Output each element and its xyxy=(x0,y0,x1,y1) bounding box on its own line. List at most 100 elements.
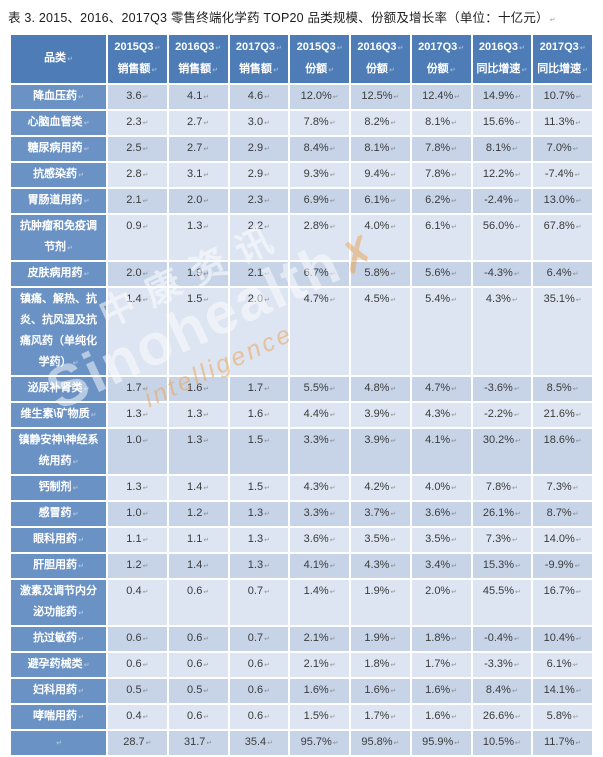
cell-end-mark: ↵ xyxy=(572,662,579,669)
table-row: 糖尿病用药↵ 2.5↵ 2.7↵ 2.9↵ 8.4%↵ 8.1%↵ 7.8%↵ 8.1%↵ 7.… xyxy=(9,135,594,163)
value-cell: 2.0↵ xyxy=(106,260,169,288)
column-header-period: 2017Q3↵ xyxy=(539,41,586,53)
cell-end-mark: ↵ xyxy=(203,563,210,570)
value-cell: -7.4%↵ xyxy=(531,161,594,189)
cell-end-mark: ↵ xyxy=(390,412,397,419)
cell-end-mark: ↵ xyxy=(390,563,397,570)
cell-end-mark: ↵ xyxy=(390,198,397,205)
cell-end-mark: ↵ xyxy=(78,714,84,721)
cell-end-mark: ↵ xyxy=(390,271,397,278)
column-header-2015Q3-share: 2015Q3↵ 份额↵ xyxy=(288,33,351,85)
value-cell: 1.3↵ xyxy=(227,526,291,554)
column-header-2017Q3-share: 2017Q3↵ 份额↵ xyxy=(409,33,473,85)
value-cell: 3.6%↵ xyxy=(288,526,351,554)
value-cell: 2.2↵ xyxy=(227,213,291,262)
cell-end-mark: ↵ xyxy=(579,45,586,52)
cell-end-mark: ↵ xyxy=(267,740,274,747)
cell-end-mark: ↵ xyxy=(511,537,518,544)
value-cell: 4.1%↵ xyxy=(409,427,473,476)
value-cell: 8.5%↵ xyxy=(531,375,594,403)
value-cell: 4.6↵ xyxy=(227,83,291,111)
value-cell: 14.0%↵ xyxy=(531,526,594,554)
table-row: 维生素\矿物质↵ 1.3↵ 1.3↵ 1.6↵ 4.4%↵ 3.9%↵ 4.3%↵ -2.2%… xyxy=(9,401,594,429)
column-header-category: 品类↵ xyxy=(9,33,108,85)
value-cell: 26.6%↵ xyxy=(470,703,534,731)
cell-end-mark: ↵ xyxy=(203,271,210,278)
cell-end-mark: ↵ xyxy=(203,714,210,721)
cell-end-mark: ↵ xyxy=(142,714,149,721)
cell-end-mark: ↵ xyxy=(83,146,90,153)
cell-end-mark: ↵ xyxy=(390,172,397,179)
cell-end-mark: ↵ xyxy=(78,610,84,617)
cell-end-mark: ↵ xyxy=(264,224,270,231)
value-cell: 3.4%↵ xyxy=(409,552,473,580)
category-label: 抗感染药↵ xyxy=(9,161,108,189)
cell-end-mark: ↵ xyxy=(329,636,336,643)
cell-end-mark: ↵ xyxy=(264,688,270,695)
value-cell: -9.9%↵ xyxy=(531,552,594,580)
column-header-period: 2016Q3↵ xyxy=(175,41,222,53)
category-label: 维生素\矿物质↵ xyxy=(9,401,108,429)
cell-end-mark: ↵ xyxy=(513,412,520,419)
cell-end-mark: ↵ xyxy=(575,120,582,127)
value-cell: 2.0%↵ xyxy=(409,578,473,627)
column-header-metric: 份额↵ xyxy=(365,63,395,75)
cell-end-mark: ↵ xyxy=(390,688,397,695)
value-cell: 1.2↵ xyxy=(106,552,169,580)
cell-end-mark: ↵ xyxy=(203,297,210,304)
category-label: ↵ xyxy=(9,729,108,757)
table-head: 品类↵ 2015Q3↵ 销售额↵ 2016Q3↵ 销售额↵ 2017Q3↵ 销售额↵ 2015… xyxy=(9,33,594,85)
value-cell: 0.6↵ xyxy=(227,651,291,679)
cell-end-mark: ↵ xyxy=(142,589,149,596)
table-row: 胃肠道用药↵ 2.1↵ 2.0↵ 2.3↵ 6.9%↵ 6.1%↵ 6.2%↵ -2.4%↵ 1… xyxy=(9,187,594,215)
cell-end-mark: ↵ xyxy=(451,636,458,643)
cell-end-mark: ↵ xyxy=(264,94,270,101)
column-header-2016Q3-share: 2016Q3↵ 份额↵ xyxy=(349,33,412,85)
column-header-metric: 销售额↵ xyxy=(117,63,158,75)
column-header-period: 2017Q3↵ xyxy=(418,41,465,53)
value-cell: 12.5%↵ xyxy=(349,83,412,111)
value-cell: 3.6%↵ xyxy=(409,500,473,528)
value-cell: 2.5↵ xyxy=(106,135,169,163)
cell-end-mark: ↵ xyxy=(390,511,397,518)
value-cell: 1.6↵ xyxy=(227,401,291,429)
cell-end-mark: ↵ xyxy=(572,511,579,518)
category-label: 感冒药↵ xyxy=(9,500,108,528)
cell-end-mark: ↵ xyxy=(519,45,525,52)
value-cell: 4.7%↵ xyxy=(288,286,351,377)
cell-end-mark: ↵ xyxy=(575,636,582,643)
cell-end-mark: ↵ xyxy=(575,297,582,304)
table-row: 泌尿补肾类↵ 1.7↵ 1.6↵ 1.7↵ 5.5%↵ 4.8%↵ 4.7%↵ -3.6%↵ 8… xyxy=(9,375,594,403)
value-cell: 0.6↵ xyxy=(106,651,169,679)
value-cell: 5.6%↵ xyxy=(409,260,473,288)
value-cell: 3.5%↵ xyxy=(349,526,412,554)
value-cell: 0.6↵ xyxy=(166,578,230,627)
column-header-metric: 同比增速↵ xyxy=(476,63,528,75)
cell-end-mark: ↵ xyxy=(203,636,210,643)
value-cell: 1.7%↵ xyxy=(409,651,473,679)
value-cell: 8.1%↵ xyxy=(349,135,412,163)
cell-end-mark: ↵ xyxy=(515,511,521,518)
value-cell: 6.1%↵ xyxy=(531,651,594,679)
cell-end-mark: ↵ xyxy=(264,537,270,544)
cell-end-mark: ↵ xyxy=(142,537,149,544)
cell-end-mark: ↵ xyxy=(393,740,400,747)
cell-end-mark: ↵ xyxy=(511,297,518,304)
value-cell: 7.8%↵ xyxy=(288,109,351,137)
cell-end-mark: ↵ xyxy=(329,224,336,231)
column-header-period: 2016Q3↵ xyxy=(357,41,404,53)
column-header-period: 2015Q3↵ xyxy=(114,41,161,53)
value-cell: 4.3%↵ xyxy=(409,401,473,429)
cell-end-mark: ↵ xyxy=(329,537,336,544)
cell-end-mark: ↵ xyxy=(329,563,336,570)
cell-end-mark: ↵ xyxy=(329,589,336,596)
cell-end-mark: ↵ xyxy=(328,67,335,74)
cell-end-mark: ↵ xyxy=(515,714,521,721)
cell-end-mark: ↵ xyxy=(513,636,520,643)
value-cell: 95.9%↵ xyxy=(409,729,473,757)
value-cell: 7.0%↵ xyxy=(531,135,594,163)
table-row: 心脑血管类↵ 2.3↵ 2.7↵ 3.0↵ 7.8%↵ 8.2%↵ 8.1%↵ 15.6%↵ 1… xyxy=(9,109,594,137)
cell-end-mark: ↵ xyxy=(142,662,149,669)
value-cell: 8.2%↵ xyxy=(349,109,412,137)
cell-end-mark: ↵ xyxy=(582,67,589,74)
